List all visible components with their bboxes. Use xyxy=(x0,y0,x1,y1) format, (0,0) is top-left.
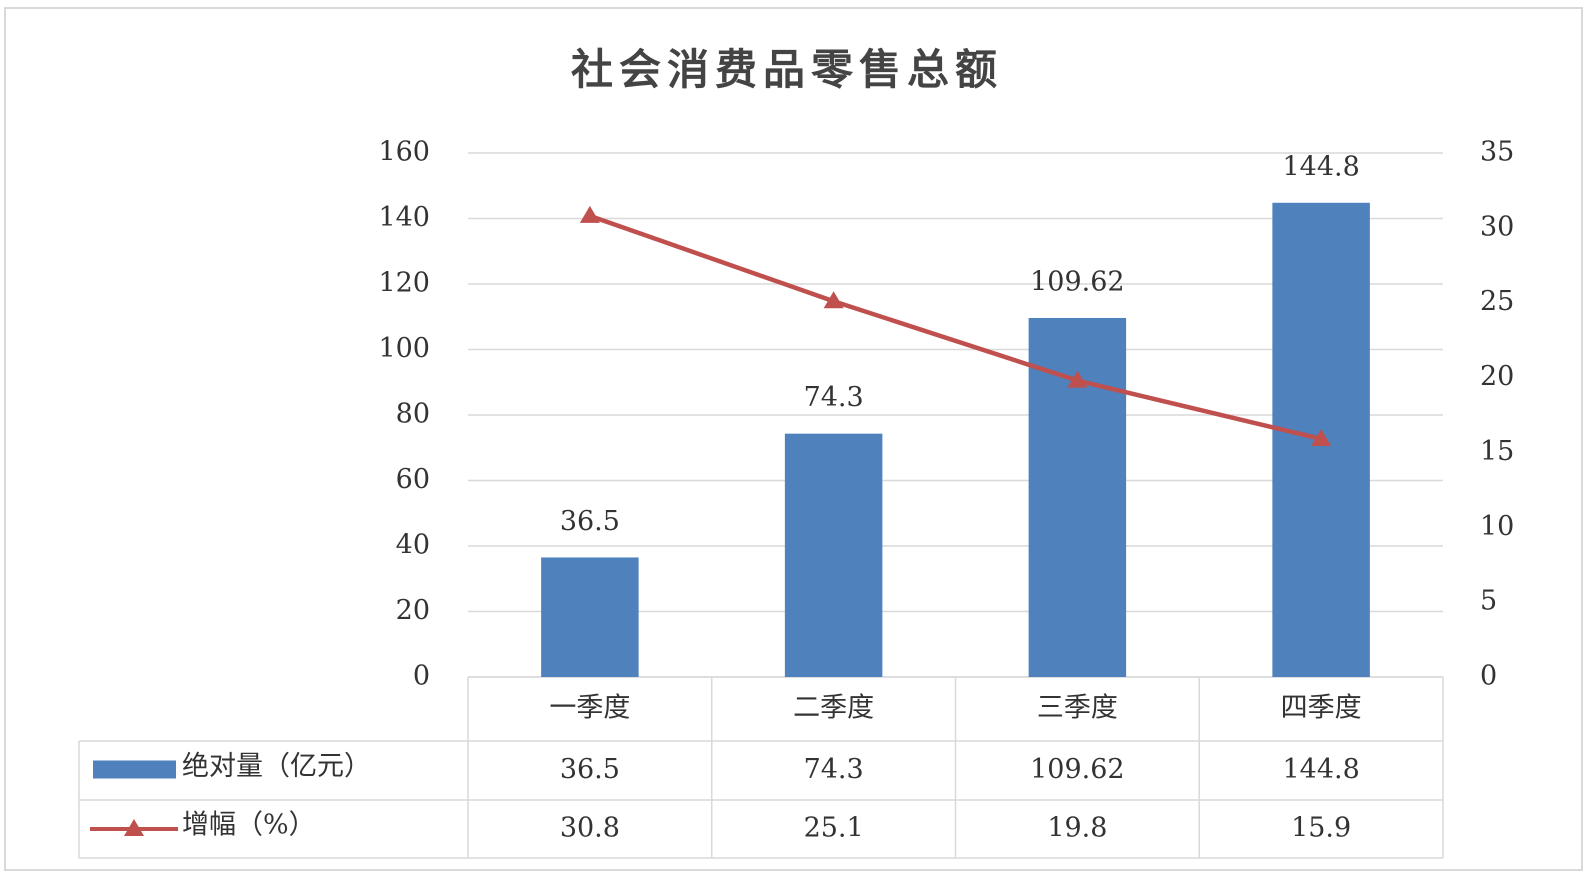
y-tick-label: 160 xyxy=(378,137,430,168)
line xyxy=(589,213,1322,442)
data-label: 144.8 xyxy=(1282,151,1359,182)
y2-tick-label: 35 xyxy=(1480,137,1514,168)
legend-key xyxy=(93,760,176,779)
table-value: 15.9 xyxy=(1291,813,1351,844)
data-label: 109.62 xyxy=(1030,266,1124,297)
table-value: 109.62 xyxy=(1030,754,1124,785)
y2-tick-label: 25 xyxy=(1480,286,1514,317)
x-tick-label: 四季度 xyxy=(1281,693,1362,724)
x-tick-label: 三季度 xyxy=(1037,693,1118,724)
y-tick-label: 40 xyxy=(396,530,430,561)
table-value: 19.8 xyxy=(1047,813,1107,844)
y-tick-label: 120 xyxy=(378,268,430,299)
y2-tick-label: 30 xyxy=(1480,211,1514,242)
y-tick-label: 0 xyxy=(413,661,430,692)
table-value: 144.8 xyxy=(1282,754,1359,785)
y2-tick-label: 15 xyxy=(1480,436,1514,467)
chart-title: 社会消费品零售总额 xyxy=(571,45,1003,94)
marker xyxy=(579,205,600,223)
y-tick-label: 20 xyxy=(396,595,430,626)
y-tick-label: 140 xyxy=(378,202,430,233)
y2-tick-label: 0 xyxy=(1480,661,1497,692)
table-value: 36.5 xyxy=(560,754,620,785)
bar xyxy=(541,557,639,677)
y-tick-label: 80 xyxy=(396,399,430,430)
table-value: 74.3 xyxy=(804,754,864,785)
legend-label: 绝对量（亿元） xyxy=(182,751,371,782)
table-value: 30.8 xyxy=(560,813,620,844)
x-tick-label: 二季度 xyxy=(793,693,874,724)
legend-label: 增幅（%） xyxy=(182,810,316,841)
legend-key xyxy=(124,819,144,836)
table-value: 25.1 xyxy=(804,813,864,844)
y2-tick-label: 5 xyxy=(1480,586,1497,617)
x-tick-label: 一季度 xyxy=(549,693,630,724)
data-label: 74.3 xyxy=(804,382,864,413)
y2-tick-label: 20 xyxy=(1480,361,1514,392)
marker xyxy=(1067,370,1088,388)
bar xyxy=(784,433,883,677)
marker xyxy=(823,291,844,309)
marker xyxy=(1311,428,1332,446)
y2-tick-label: 10 xyxy=(1480,511,1514,542)
data-label: 36.5 xyxy=(560,506,620,537)
y-tick-label: 60 xyxy=(396,464,430,495)
y-tick-label: 100 xyxy=(378,333,430,364)
